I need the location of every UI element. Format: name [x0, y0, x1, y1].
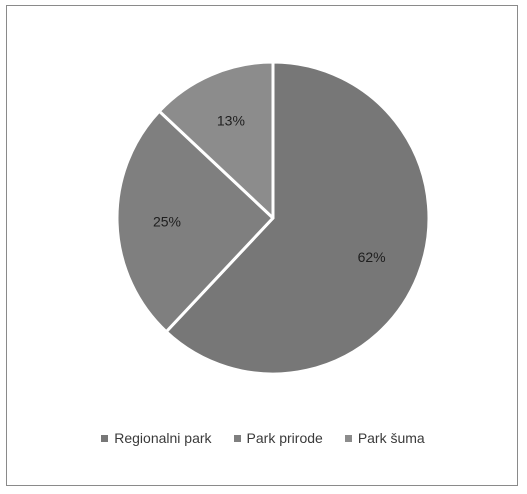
legend-item-park-prirode: Park prirode [233, 430, 323, 446]
data-label-park-prirode: 25% [153, 213, 181, 229]
legend-label: Regionalni park [114, 430, 212, 446]
legend-label: Park prirode [246, 430, 323, 446]
legend-item-regionalni-park: Regionalni park [101, 430, 212, 446]
pie-slice-labels: 62% 25% 13% [153, 113, 386, 266]
legend-item-park-šuma: Park šuma [344, 430, 425, 446]
legend-swatch [101, 434, 109, 442]
pie-slice-park-prirode [115, 109, 275, 334]
pie-slice-regionalni-park [164, 60, 431, 376]
data-label-park-šuma: 13% [217, 113, 245, 129]
pie-chart: 62% 25% 13% [115, 60, 431, 376]
legend-swatch [233, 434, 241, 442]
pie-slice-park-šuma [157, 60, 275, 220]
chart-legend: Regionalni park Park prirode Park šuma [7, 430, 519, 446]
data-label-regionalni-park: 62% [358, 249, 386, 265]
legend-swatch [344, 434, 352, 442]
legend-label: Park šuma [357, 430, 425, 446]
chart-frame: 62% 25% 13% Regionalni park Park prirode Par… [6, 5, 518, 486]
pie-slices [115, 60, 431, 376]
